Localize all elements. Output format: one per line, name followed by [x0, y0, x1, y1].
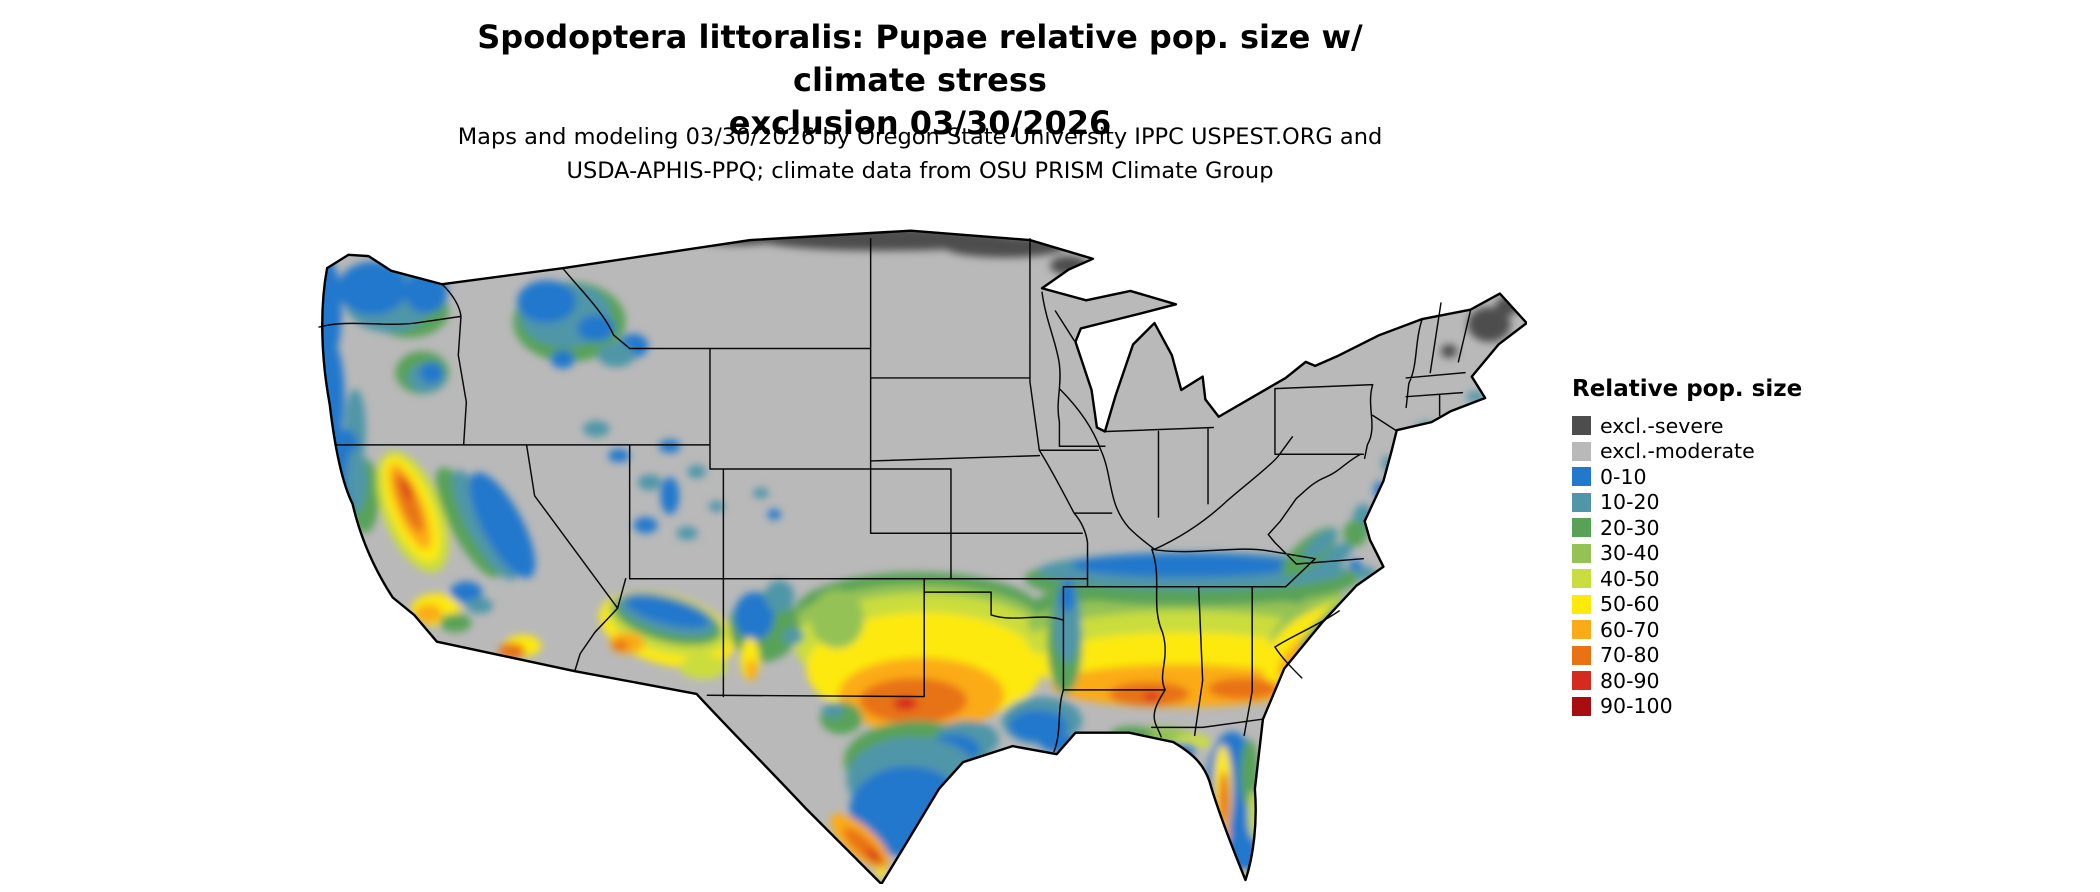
legend-item-label: 80-90	[1600, 668, 1660, 693]
legend-item: 0-10	[1572, 464, 1802, 490]
legend: Relative pop. size excl.-severe excl.-mo…	[1572, 376, 1802, 719]
subtitle-line-2: USDA-APHIS-PPQ; climate data from OSU PR…	[566, 158, 1274, 184]
legend-item-label: 90-100	[1600, 694, 1673, 719]
region-lower-mississippi	[1001, 580, 1083, 753]
region-tennessee-valley-band	[1024, 542, 1360, 606]
us-population-map	[308, 228, 1527, 884]
legend-item: excl.-severe	[1572, 413, 1802, 439]
legend-item-label: 30-40	[1600, 541, 1660, 566]
legend-item-label: 10-20	[1600, 490, 1660, 515]
legend-item: 70-80	[1572, 643, 1802, 669]
raster-data-layers	[322, 230, 1520, 884]
legend-item: 10-20	[1572, 490, 1802, 516]
legend-swatch	[1572, 543, 1591, 563]
legend-item: 90-100	[1572, 694, 1802, 720]
subtitle-line-1: Maps and modeling 03/30/2026 by Oregon S…	[457, 124, 1383, 150]
legend-swatch	[1572, 594, 1591, 614]
legend-item-label: 20-30	[1600, 515, 1660, 540]
legend-swatch	[1572, 645, 1591, 665]
legend-items: excl.-severe excl.-moderate 0-10 10-20 2…	[1572, 413, 1802, 719]
legend-swatch	[1572, 569, 1591, 589]
legend-item: 20-30	[1572, 515, 1802, 541]
title-line-2: exclusion 03/30/2026	[728, 104, 1112, 142]
us-outline	[321, 229, 1527, 884]
legend-item: 40-50	[1572, 566, 1802, 592]
legend-title: Relative pop. size	[1572, 376, 1803, 402]
legend-swatch	[1572, 467, 1591, 487]
legend-swatch	[1572, 696, 1591, 716]
legend-item-label: excl.-moderate	[1600, 439, 1755, 464]
legend-item: 80-90	[1572, 668, 1802, 694]
legend-item: excl.-moderate	[1572, 439, 1802, 465]
legend-item-label: 70-80	[1600, 643, 1660, 668]
title-line-1: Spodoptera littoralis: Pupae relative po…	[477, 18, 1363, 99]
legend-swatch	[1572, 620, 1591, 640]
legend-item-label: 60-70	[1600, 617, 1660, 642]
legend-swatch	[1572, 671, 1591, 691]
legend-item-label: 40-50	[1600, 566, 1660, 591]
attribution-subtitle: Maps and modeling 03/30/2026 by Oregon S…	[420, 120, 1420, 188]
map-svg	[318, 229, 1527, 884]
legend-item-label: 50-60	[1600, 592, 1660, 617]
legend-item: 50-60	[1572, 592, 1802, 618]
legend-item: 30-40	[1572, 541, 1802, 567]
legend-item: 60-70	[1572, 617, 1802, 643]
legend-swatch	[1572, 441, 1591, 461]
legend-item-label: excl.-severe	[1600, 413, 1724, 438]
page-title: Spodoptera littoralis: Pupae relative po…	[420, 16, 1420, 145]
legend-item-label: 0-10	[1600, 464, 1647, 489]
state-borders	[318, 237, 1472, 753]
legend-swatch	[1572, 518, 1591, 538]
legend-swatch	[1572, 492, 1591, 512]
region-southern-plains	[790, 572, 1049, 735]
legend-swatch	[1572, 416, 1591, 436]
us-land-base	[322, 230, 1527, 884]
